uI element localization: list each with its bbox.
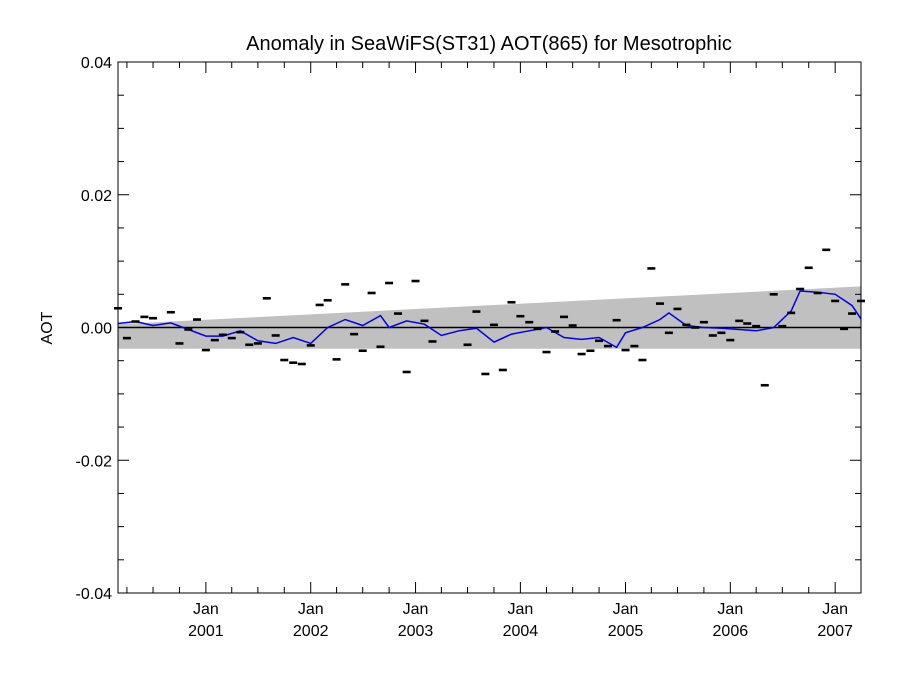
y-tick-label: 0.02 <box>81 188 112 205</box>
uncertainty-band <box>118 286 861 349</box>
x-tick-label-year: 2005 <box>608 623 644 640</box>
x-tick-label-month: Jan <box>822 601 848 618</box>
x-tick-label-month: Jan <box>507 601 533 618</box>
y-tick-label: -0.02 <box>76 453 113 470</box>
monthly-series-layer <box>114 248 865 387</box>
y-tick-label: 0.00 <box>81 321 112 338</box>
chart-title: Anomaly in SeaWiFS(ST31) AOT(865) for Me… <box>246 33 732 55</box>
x-tick-label-month: Jan <box>193 601 219 618</box>
x-tick-label-year: 2003 <box>398 623 434 640</box>
y-axis-label: AOT <box>39 311 56 344</box>
smoothed-series-layer <box>117 290 862 349</box>
x-tick-label-year: 2007 <box>817 623 853 640</box>
uncertainty-band-layer <box>118 286 861 349</box>
x-ticks: Jan 2001 Jan 2002 Jan 2003 Jan 2004 Jan 2005 Jan 20… <box>126 62 862 640</box>
x-tick-label-year: 2006 <box>713 623 749 640</box>
x-tick-label-month: Jan <box>403 601 429 618</box>
smoothed-series-line <box>117 290 862 349</box>
x-tick-label-month: Jan <box>613 601 639 618</box>
y-tick-label: -0.04 <box>76 586 113 603</box>
x-tick-label-year: 2002 <box>293 623 329 640</box>
y-tick-label: 0.04 <box>81 55 112 72</box>
x-tick-label-month: Jan <box>717 601 743 618</box>
x-tick-label-year: 2004 <box>503 623 539 640</box>
x-tick-label-month: Jan <box>298 601 324 618</box>
x-tick-label-year: 2001 <box>188 623 224 640</box>
